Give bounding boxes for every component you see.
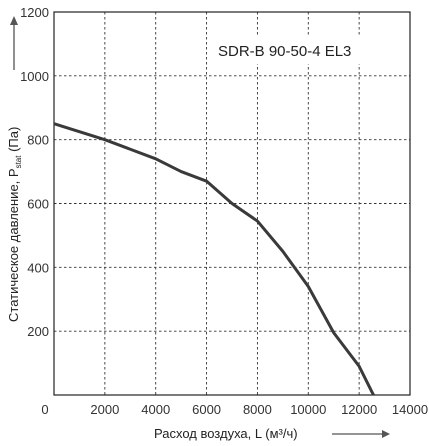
y-tick-label: 400 xyxy=(27,260,49,275)
y-tick-label: 600 xyxy=(27,197,49,212)
x-tick-label: 6000 xyxy=(192,402,221,417)
x-tick-label: 10000 xyxy=(290,402,326,417)
series-layer xyxy=(54,122,376,395)
series-line-0 xyxy=(54,122,376,395)
y-axis-title-unit: (Па) xyxy=(6,127,21,156)
model-label-bg xyxy=(214,36,396,64)
y-axis-title: Статическое давление, Pstat (Па) xyxy=(6,127,23,322)
y-tick-label: 800 xyxy=(27,133,49,148)
x-axis-title-group: Расход воздуха, L (м³/ч) xyxy=(154,426,390,441)
y-tick-label: 1000 xyxy=(20,69,49,84)
grid-lines xyxy=(54,12,410,395)
y-tick-label: 200 xyxy=(27,324,49,339)
x-axis-arrowhead-icon xyxy=(382,430,390,438)
x-tick-label: 14000 xyxy=(392,402,428,417)
x-tick-label: 2000 xyxy=(90,402,119,417)
y-tick-label: 1200 xyxy=(20,5,49,20)
y-axis-title-group: Статическое давление, Pstat (Па) xyxy=(6,16,23,322)
x-axis-title: Расход воздуха, L (м³/ч) xyxy=(154,426,298,441)
y-axis-title-subscript: stat xyxy=(14,155,23,169)
x-tick-label: 8000 xyxy=(243,402,272,417)
x-tick-labels: 0 2000 4000 6000 8000 10000 12000 14000 xyxy=(41,402,428,417)
x-tick-label: 12000 xyxy=(341,402,377,417)
y-axis-arrowhead-icon xyxy=(10,16,18,25)
y-tick-labels: 200 400 600 800 1000 1200 xyxy=(20,5,49,339)
x-tick-label: 4000 xyxy=(141,402,170,417)
plot-frame xyxy=(53,11,411,396)
x-tick-label: 0 xyxy=(41,402,48,417)
y-axis-title-main: Статическое давление, P xyxy=(6,168,21,322)
chart-title: SDR-B 90-50-4 EL3 xyxy=(218,43,351,60)
